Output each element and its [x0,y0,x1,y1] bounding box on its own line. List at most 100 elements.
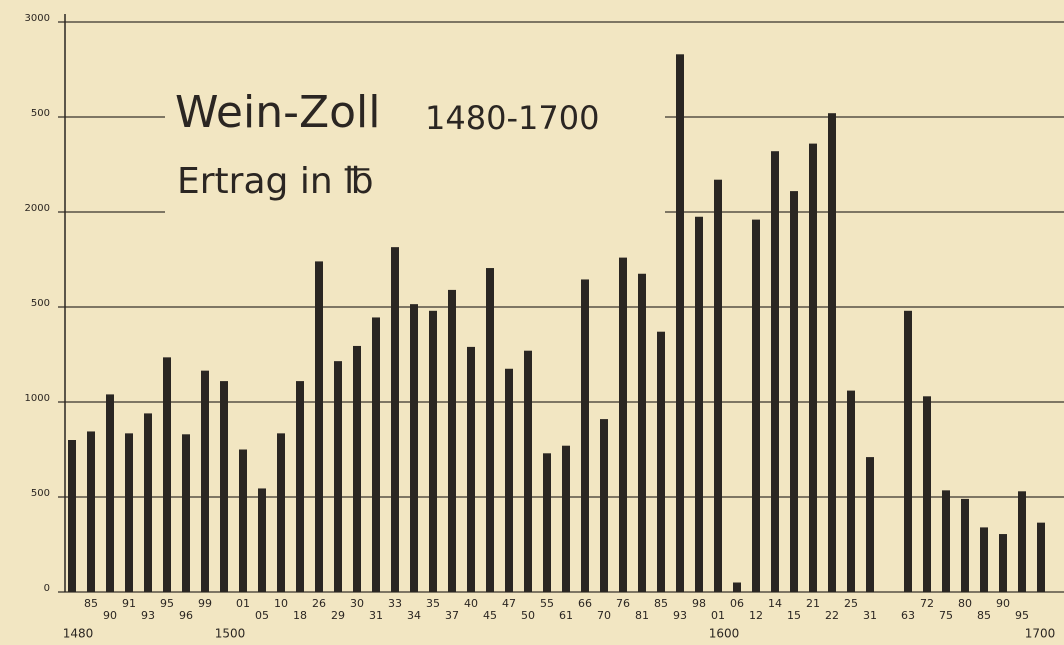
x-tick-label: 81 [635,609,649,622]
x-tick-label: 45 [483,609,497,622]
bar [429,310,437,592]
y-tick-label: 500 [31,488,50,499]
x-tick-label: 26 [312,597,326,610]
x-tick-label: 80 [958,597,972,610]
bars [68,54,1045,593]
chart-title: Wein-Zoll [175,87,381,138]
y-tick-label: 500 [31,108,50,119]
y-tick-label: 500 [31,298,50,309]
bar [695,216,703,592]
bar [1037,522,1045,592]
x-tick-label: 55 [540,597,554,610]
bar [581,279,589,592]
bar [999,534,1007,592]
x-tick-label: 31 [863,609,877,622]
x-tick-label: 66 [578,597,592,610]
bar [961,498,969,592]
bar [353,345,361,592]
x-tick-label: 93 [141,609,155,622]
x-tick-label: 06 [730,597,744,610]
x-tick-label: 70 [597,609,611,622]
bar [277,433,285,592]
bar [733,582,741,592]
x-tick-label: 72 [920,597,934,610]
x-tick-label: 22 [825,609,839,622]
bar [87,431,95,592]
x-tick-label: 25 [844,597,858,610]
year-label: 1600 [709,627,740,641]
bar [125,433,133,592]
y-tick-label: 3000 [25,13,50,24]
chart-subtitle: Ertrag in ℔ [177,161,374,202]
bar [467,346,475,592]
x-tick-label: 01 [236,597,250,610]
bar [942,490,950,592]
bar [486,268,494,592]
x-tick-label: 35 [426,597,440,610]
x-tick-label: 95 [1015,609,1029,622]
year-label: 1480 [63,627,94,641]
bar [676,54,684,593]
bar [714,179,722,592]
x-tick-label: 47 [502,597,516,610]
bar [1018,491,1026,592]
x-tick-label: 30 [350,597,364,610]
bar [334,361,342,592]
bar [543,453,551,592]
bar [296,381,304,592]
bar [220,381,228,592]
bar [562,445,570,592]
x-tick-label: 33 [388,597,402,610]
bar [448,289,456,592]
x-tick-label: 76 [616,597,630,610]
bar [410,304,418,592]
x-tick-label: 95 [160,597,174,610]
x-tick-label: 15 [787,609,801,622]
bar [505,368,513,592]
x-tick-label: 10 [274,597,288,610]
x-tick-label: 21 [806,597,820,610]
bar [847,390,855,592]
title-backdrop [165,80,665,215]
bar [239,449,247,592]
bar [866,457,874,592]
bar [790,191,798,592]
year-label: 1700 [1025,627,1056,641]
x-tick-label: 96 [179,609,193,622]
bar [980,527,988,592]
bar [258,488,266,592]
bar [106,394,114,592]
bar [771,151,779,592]
x-tick-label: 40 [464,597,478,610]
x-tick-label: 63 [901,609,915,622]
bar [372,317,380,592]
bar [638,273,646,592]
x-tick-label: 93 [673,609,687,622]
y-tick-label: 2000 [25,203,50,214]
x-tick-label: 90 [103,609,117,622]
x-tick-label: 61 [559,609,573,622]
bar [752,219,760,592]
title-years: 1480-1700 [425,99,599,137]
bar [315,261,323,592]
bar [182,434,190,592]
bar [657,331,665,592]
x-tick-label: 12 [749,609,763,622]
x-tick-label: 14 [768,597,782,610]
x-tick-label: 91 [122,597,136,610]
bar [828,113,836,592]
bar [600,419,608,592]
x-tick-label: 90 [996,597,1010,610]
bar [619,257,627,592]
bar [391,247,399,592]
x-tick-label: 75 [939,609,953,622]
x-tick-label: 85 [977,609,991,622]
y-tick-label: 1000 [25,393,50,404]
x-tick-label: 37 [445,609,459,622]
x-tick-label: 29 [331,609,345,622]
bar [809,143,817,592]
x-tick-label: 85 [84,597,98,610]
x-tick-label: 05 [255,609,269,622]
bar [201,370,209,592]
